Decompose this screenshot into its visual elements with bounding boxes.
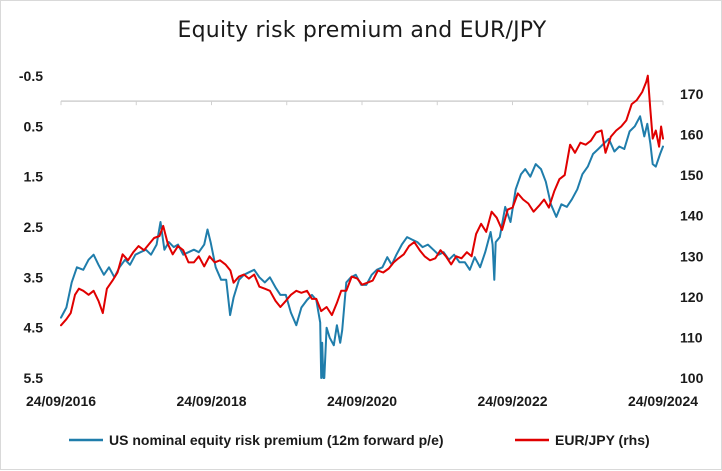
x-tick-label: 24/09/2016 [26,393,96,409]
x-tick-label: 24/09/2018 [176,393,246,409]
y-right-tick-label: 170 [680,86,704,102]
y-right-tick-label: 110 [680,329,703,345]
y-right-tick-label: 150 [680,167,704,183]
series-line-equity-risk-premium [60,115,664,379]
y-left-tick-label: -0.5 [19,68,43,84]
y-right-tick-label: 130 [680,248,704,264]
x-tick-label: 24/09/2020 [327,393,397,409]
y-right-tick-label: 160 [680,127,704,143]
legend-label: EUR/JPY (rhs) [555,432,650,448]
y-left-tick-label: 0.5 [24,118,44,134]
legend-label: US nominal equity risk premium (12m forw… [109,432,444,448]
x-tick-label: 24/09/2024 [628,393,698,409]
y-left-tick-label: 1.5 [24,169,44,185]
y-left-tick-label: 3.5 [24,269,44,285]
y-right-tick-label: 100 [680,370,704,386]
y-left-tick-label: 5.5 [24,370,44,386]
y-right-tick-label: 140 [680,208,704,224]
y-right-tick-label: 120 [680,289,704,305]
y-left-tick-label: 2.5 [24,219,44,235]
chart-title: Equity risk premium and EUR/JPY [177,18,547,43]
x-tick-label: 24/09/2022 [477,393,547,409]
series-line-eurjpy [60,74,664,327]
y-left-tick-label: 4.5 [24,320,44,336]
